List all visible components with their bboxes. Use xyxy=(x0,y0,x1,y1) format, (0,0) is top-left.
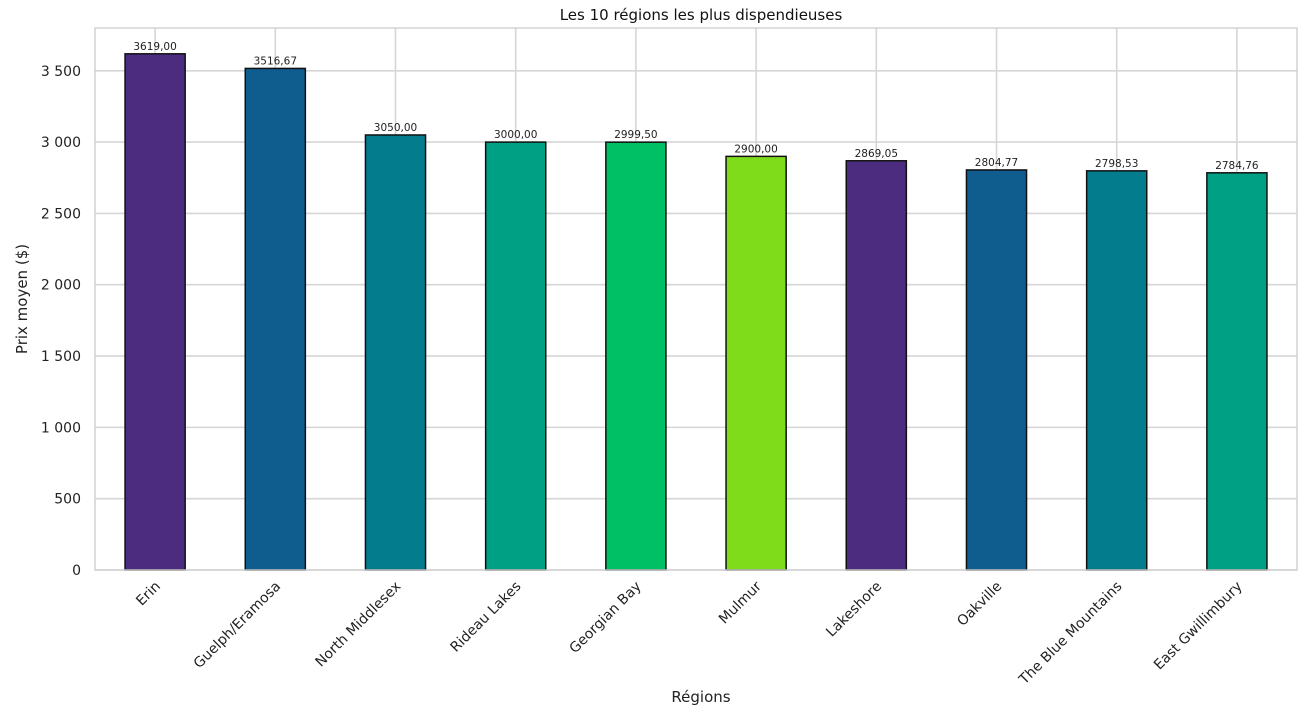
bar xyxy=(124,53,186,571)
bar xyxy=(1085,170,1148,571)
y-tick-label: 3 500 xyxy=(41,64,81,80)
bar xyxy=(484,141,547,571)
chart-title: Les 10 régions les plus dispendieuses xyxy=(560,6,843,24)
bar-value-label: 3000,00 xyxy=(494,129,537,141)
y-tick-label: 3 000 xyxy=(41,135,81,151)
bar xyxy=(725,155,787,571)
y-axis-label: Prix moyen ($) xyxy=(13,244,31,354)
bar-value-label: 2900,00 xyxy=(734,143,777,155)
y-tick-label: 0 xyxy=(72,563,81,579)
bar-value-label: 2784,76 xyxy=(1215,160,1259,172)
bar xyxy=(364,134,427,571)
x-axis-label: Régions xyxy=(671,688,730,706)
bars-layer xyxy=(124,53,1268,571)
bar-value-label: 2798,53 xyxy=(1095,158,1138,170)
bar-value-label: 3516,67 xyxy=(254,55,297,67)
bar xyxy=(605,141,667,571)
y-tick-label: 1 500 xyxy=(41,349,81,365)
y-tick-label: 1 000 xyxy=(41,420,81,436)
bar-value-label: 3619,00 xyxy=(133,41,176,53)
y-axis-ticks: 0 500 1 000 1 500 2 000 2 500 3 000 3 500 xyxy=(41,64,81,579)
bar-value-label: 3050,00 xyxy=(374,122,417,134)
y-tick-label: 2 000 xyxy=(41,278,81,294)
bar xyxy=(845,160,908,571)
bar-value-label: 2869,05 xyxy=(855,148,898,160)
bar xyxy=(965,169,1028,571)
plot-frame xyxy=(94,27,1298,571)
bar-value-label: 2804,77 xyxy=(975,157,1018,169)
bar xyxy=(244,67,307,571)
y-tick-label: 500 xyxy=(54,492,81,508)
y-tick-label: 2 500 xyxy=(41,206,81,222)
bar-value-label: 2999,50 xyxy=(614,129,657,141)
data-labels-layer: 3619,00 3516,67 3050,00 3000,00 2999,50 2900,… xyxy=(133,41,1259,172)
bar xyxy=(1206,172,1268,571)
